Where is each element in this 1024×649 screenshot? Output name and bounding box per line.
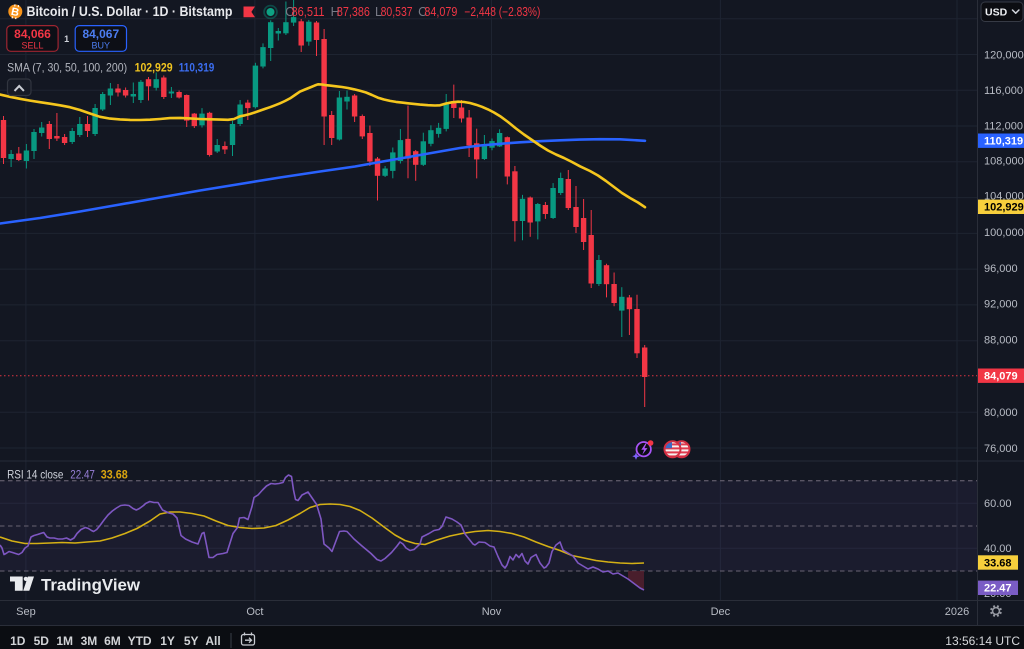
svg-text:SMA (7, 30, 50, 100, 200): SMA (7, 30, 50, 100, 200) — [7, 61, 127, 75]
svg-text:USD: USD — [985, 7, 1008, 19]
svg-text:87,386: 87,386 — [337, 5, 370, 19]
svg-text:TradingView: TradingView — [41, 577, 140, 595]
svg-text:84,067: 84,067 — [82, 27, 119, 41]
svg-text:O: O — [285, 5, 295, 19]
svg-text:60.00: 60.00 — [984, 498, 1012, 510]
svg-text:1: 1 — [64, 34, 69, 44]
svg-text:L: L — [375, 5, 382, 19]
svg-text:Nov: Nov — [482, 606, 502, 618]
svg-text:2026: 2026 — [945, 606, 969, 618]
svg-text:100,000: 100,000 — [984, 227, 1024, 239]
svg-text:84,079: 84,079 — [984, 371, 1018, 383]
svg-text:5D: 5D — [34, 634, 50, 648]
svg-text:102,929: 102,929 — [984, 202, 1024, 214]
svg-text:BUY: BUY — [92, 41, 111, 51]
svg-text:SELL: SELL — [21, 41, 43, 51]
svg-text:112,000: 112,000 — [984, 120, 1023, 132]
svg-text:22.47: 22.47 — [984, 583, 1012, 595]
svg-text:RSI 14 close: RSI 14 close — [7, 467, 64, 481]
svg-text:B: B — [10, 6, 20, 19]
svg-text:1D: 1D — [10, 634, 26, 648]
svg-text:104,000: 104,000 — [984, 190, 1024, 202]
svg-text:22.47: 22.47 — [70, 467, 95, 481]
svg-text:33.68: 33.68 — [101, 467, 128, 481]
svg-text:102,929: 102,929 — [135, 61, 173, 75]
svg-text:C: C — [418, 5, 427, 19]
svg-text:84,066: 84,066 — [14, 27, 51, 41]
svg-text:Dec: Dec — [711, 606, 731, 618]
svg-text:H: H — [331, 5, 340, 19]
svg-text:96,000: 96,000 — [984, 263, 1018, 275]
svg-text:Bitcoin / U.S. Dollar · 1D · B: Bitcoin / U.S. Dollar · 1D · Bitstamp — [27, 3, 233, 19]
svg-text:84,079: 84,079 — [424, 5, 457, 19]
svg-text:116,000: 116,000 — [984, 85, 1023, 97]
svg-text:Oct: Oct — [246, 606, 263, 618]
svg-text:76,000: 76,000 — [984, 443, 1018, 455]
svg-text:3M: 3M — [81, 634, 98, 648]
svg-text:110,319: 110,319 — [984, 136, 1023, 148]
svg-text:5Y: 5Y — [184, 634, 199, 648]
svg-text:1M: 1M — [56, 634, 73, 648]
svg-text:120,000: 120,000 — [984, 49, 1024, 61]
svg-text:110,319: 110,319 — [179, 61, 215, 75]
svg-text:−2,448 (−2.83%): −2,448 (−2.83%) — [464, 5, 540, 19]
svg-text:80,000: 80,000 — [984, 407, 1018, 419]
svg-text:1Y: 1Y — [160, 634, 175, 648]
svg-text:88,000: 88,000 — [984, 334, 1018, 346]
svg-text:All: All — [205, 634, 220, 648]
svg-text:Sep: Sep — [16, 606, 36, 618]
svg-text:33.68: 33.68 — [984, 557, 1012, 569]
svg-text:108,000: 108,000 — [984, 155, 1024, 167]
svg-text:86,511: 86,511 — [292, 5, 325, 19]
svg-text:40.00: 40.00 — [984, 543, 1012, 555]
svg-text:80,537: 80,537 — [381, 5, 413, 19]
svg-text:6M: 6M — [104, 634, 121, 648]
svg-text:YTD: YTD — [128, 634, 152, 648]
svg-text:13:56:14 UTC: 13:56:14 UTC — [945, 634, 1020, 648]
svg-text:92,000: 92,000 — [984, 298, 1018, 310]
